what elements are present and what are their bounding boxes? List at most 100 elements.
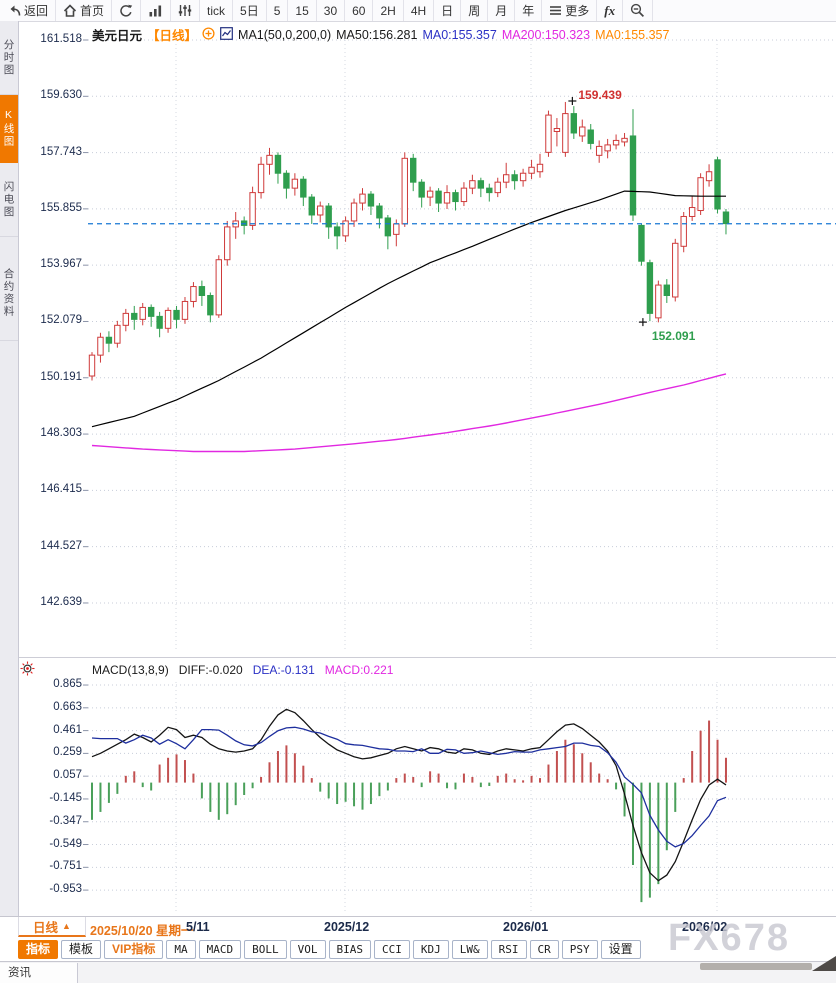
toolbar-item-label: 更多 [565,4,590,18]
sidebar-item-3[interactable]: 闪电图 [0,163,18,237]
indicator-tab-bias[interactable]: BIAS [328,939,371,959]
pane-separator [19,657,836,658]
period-button-年[interactable]: 年 [515,0,543,21]
indicator-tab-[interactable]: 指标 [18,939,59,959]
price-axis-label: 146.415 [40,483,82,496]
toolbar-item-label: 月 [495,4,508,18]
indicator-tab-lw[interactable]: LW& [451,939,488,959]
sliders-button[interactable] [171,0,201,21]
period-button-60[interactable]: 60 [345,0,374,21]
indicator-tab-vip[interactable]: VIP指标 [104,939,164,959]
period-button-5日[interactable]: 5日 [233,0,267,21]
indicator-tab-cci[interactable]: CCI [374,939,410,959]
macd-header: MACD(13,8,9) DIFF:-0.020 DEA:-0.131 MACD… [92,663,393,677]
ma200-value: MA200:150.323 [501,27,591,42]
period-button-4H[interactable]: 4H [404,0,435,21]
refresh-icon [119,4,133,18]
toolbar-item-label: 5 [273,3,281,18]
zoom-out-icon [630,3,645,18]
indicator-tab-bar: 指标 模板 VIP指标 MA MACD BOLL VOL BIAS CCI KDJ LW& RSI CR… [0,937,836,961]
price-axis-label: 159.630 [40,89,82,102]
indicator-tab-vol[interactable]: VOL [289,939,326,959]
indicator-tab-[interactable]: 设置 [600,939,641,959]
toolbar-item-label: 年 [522,4,535,18]
symbol-name: 美元日元 [92,29,143,43]
macd-axis-label: 0.461 [53,723,82,736]
sidebar-item-1[interactable]: 分时图 [0,21,18,95]
ma50-value: MA50:156.281 [336,27,418,42]
toolbar-item-label: 15 [295,3,309,18]
low-price-annotation: 152.091 [651,329,696,344]
toolbar-item-label: 首页 [80,4,105,18]
period-button-2H[interactable]: 2H [373,0,404,21]
top-toolbar: 返回 首页 tick 5日 5 15 30 60 2H 4H 日周月年 更多 fx [0,0,836,22]
left-sidebar: 分时图 K线图 闪电图合约资料 [0,21,19,961]
triangle-up-icon: ▲ [62,921,71,931]
x-axis-tick-label: 2026/02 [682,920,728,934]
macd-axis-label: -0.347 [49,814,82,827]
add-circle-icon[interactable] [202,26,215,43]
bar-chart-button[interactable] [141,0,172,21]
indicator-tab-macd[interactable]: MACD [198,939,242,959]
zoom-out-button[interactable] [623,0,654,21]
status-bar: 资讯 [0,961,836,983]
period-button-30[interactable]: 30 [317,0,346,21]
price-axis-label: 155.855 [40,201,82,214]
period-button-tick[interactable]: tick [200,0,234,21]
period-button-15[interactable]: 15 [288,0,317,21]
macd-axis-label: -0.145 [49,791,82,804]
ma0-blue-value: MA0:155.357 [422,27,497,42]
macd-axis-label: 0.663 [53,700,82,713]
sliders-icon [178,4,192,17]
macd-value: MACD:0.221 [324,663,394,677]
period-selector-button[interactable]: 日线 ▲ [18,917,86,937]
sidebar-item-4[interactable]: 合约资料 [0,245,18,341]
indicator-tab-rsi[interactable]: RSI [490,939,527,959]
toolbar-item-label: 返回 [24,4,49,18]
sidebar-item-2[interactable]: K线图 [0,95,18,163]
toolbar-item-label: 5日 [240,4,259,18]
diff-value: DIFF:-0.020 [178,663,243,677]
indicator-settings-icon[interactable] [20,661,35,681]
macd-axis-label: 0.259 [53,746,82,759]
back-button[interactable]: 返回 [0,0,57,21]
news-tab[interactable]: 资讯 [0,963,78,983]
toolbar-item-label: 4H [410,3,427,18]
home-button[interactable]: 首页 [56,0,113,21]
menu-button[interactable]: 更多 [542,0,598,21]
x-axis-tick-label: 2026/01 [503,920,549,934]
period-button-日[interactable]: 日 [434,0,462,21]
indicator-tab-kdj[interactable]: KDJ [412,939,449,959]
refresh-button[interactable] [112,0,142,21]
indicator-tab-psy[interactable]: PSY [561,939,598,959]
indicator-tab-ma[interactable]: MA [166,939,196,959]
indicator-tab-[interactable]: 模板 [61,939,102,959]
toolbar-item-label: tick [207,3,226,18]
period-button-fx[interactable]: fx [597,0,624,21]
ma0-orange-value: MA0:155.357 [595,27,670,42]
date-bar: 日线 ▲ 2025/10/20 星期一 5/11 2025/12 2026/01 20… [0,916,836,938]
horizontal-scrollbar[interactable] [700,963,812,970]
price-axis-label: 153.967 [40,258,82,271]
sidebar-gap [0,237,18,245]
bar-chart-icon [148,4,163,17]
high-price-annotation: 159.439 [578,87,622,102]
price-axis-label: 150.191 [40,370,82,383]
toolbar-item-label: 30 [323,3,338,18]
resize-corner-icon [812,956,836,971]
indicator-tab-boll[interactable]: BOLL [244,939,287,959]
period-button-周[interactable]: 周 [461,0,489,21]
ma-settings-label: MA1(50,0,200,0) [238,27,332,42]
price-axis-label: 152.079 [40,314,82,327]
macd-params-label: MACD(13,8,9) [92,663,169,677]
mini-chart-icon[interactable] [220,26,233,43]
menu-icon [549,5,562,16]
first-bar-date: 2025/10/20 星期一 [90,924,194,938]
period-button-月[interactable]: 月 [488,0,516,21]
period-button-5[interactable]: 5 [267,0,289,21]
x-axis-tick-label: 5/11 [186,920,210,934]
indicator-tab-cr[interactable]: CR [529,939,559,959]
toolbar-item-label: 日 [441,4,454,18]
